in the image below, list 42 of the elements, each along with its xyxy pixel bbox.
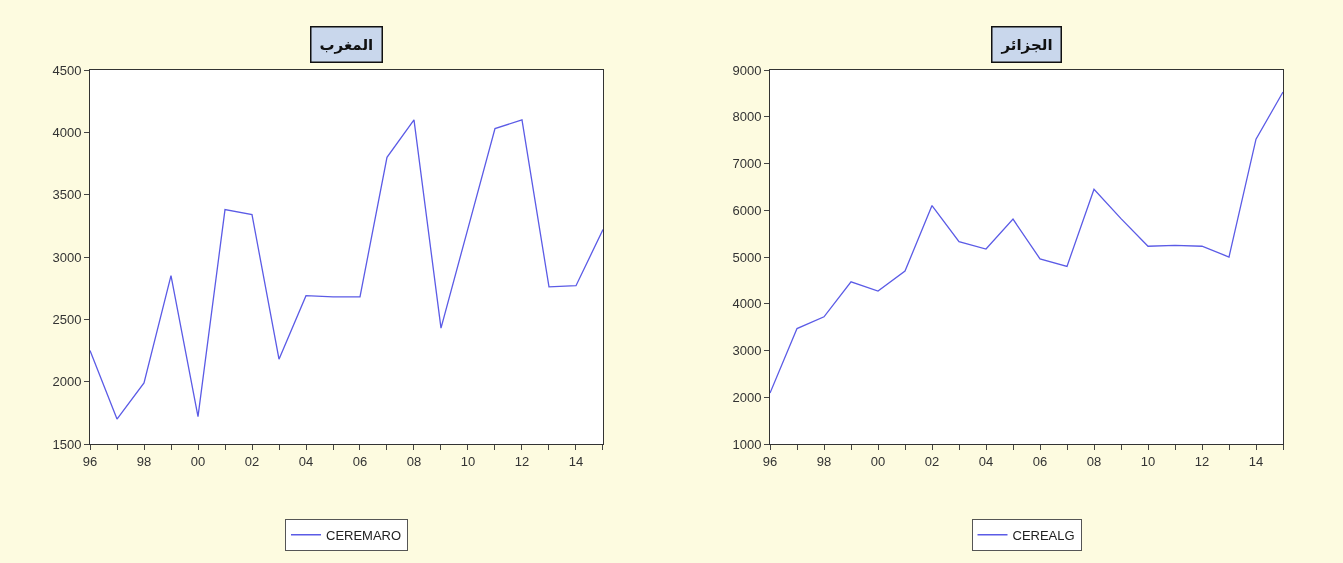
x-tick-label: 96 (82, 453, 98, 469)
y-tick-label: 4000 (732, 296, 762, 312)
x-tick-label: 06 (1032, 453, 1048, 469)
x-tick-label: 14 (1248, 453, 1264, 469)
line-series (770, 91, 1283, 394)
y-tick-label: 6000 (732, 202, 762, 218)
y-tick-label: 2500 (52, 311, 82, 327)
legend-label: CEREALG (1012, 527, 1075, 543)
x-tick-label: 96 (762, 453, 778, 469)
y-tick-label: 7000 (732, 156, 762, 172)
x-tick-label: 00 (190, 453, 206, 469)
y-tick-label: 1500 (52, 436, 82, 452)
y-tick-label: 3000 (52, 249, 82, 265)
y-tick-label: 2000 (732, 389, 762, 405)
x-tick-label: 14 (568, 453, 584, 469)
x-tick-label: 08 (1086, 453, 1102, 469)
x-tick-label: 98 (136, 453, 152, 469)
x-tick-label: 98 (816, 453, 832, 469)
legend-label: CEREMARO (325, 527, 402, 543)
x-tick-label: 06 (352, 453, 368, 469)
x-tick-label: 02 (924, 453, 940, 469)
x-tick-label: 00 (870, 453, 886, 469)
chart-title: الجزائر (1000, 35, 1053, 54)
y-tick-label: 1000 (732, 436, 762, 452)
y-tick-label: 9000 (732, 62, 762, 78)
x-tick-label: 02 (244, 453, 260, 469)
x-tick-label: 04 (978, 453, 994, 469)
y-tick-label: 3000 (732, 343, 762, 359)
y-tick-label: 4000 (52, 124, 82, 140)
y-tick-label: 2000 (52, 374, 82, 390)
y-tick-label: 4500 (52, 62, 82, 78)
y-tick-label: 3500 (52, 187, 82, 203)
line-series (90, 119, 603, 420)
y-tick-label: 8000 (732, 109, 762, 125)
x-tick-label: 10 (1140, 453, 1156, 469)
y-tick-label: 5000 (732, 249, 762, 265)
x-tick-label: 12 (514, 453, 530, 469)
x-tick-label: 10 (460, 453, 476, 469)
chart-title: المغرب (319, 35, 374, 54)
x-tick-label: 08 (406, 453, 422, 469)
x-tick-label: 04 (298, 453, 314, 469)
x-tick-label: 12 (1194, 453, 1210, 469)
